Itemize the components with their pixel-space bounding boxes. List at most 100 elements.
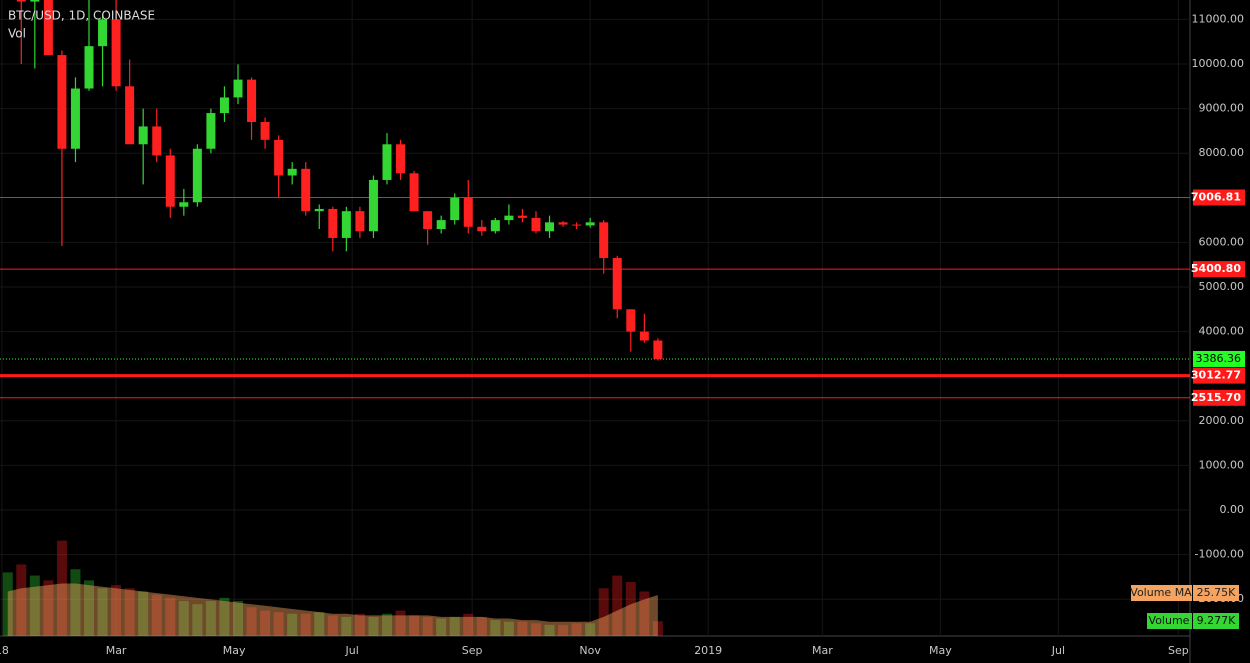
candle-body xyxy=(653,340,663,359)
candle-body xyxy=(57,55,67,149)
volume-bar xyxy=(314,612,325,636)
candle-body xyxy=(247,79,257,122)
candle-body xyxy=(179,202,189,207)
volume-ma-value-box xyxy=(1193,585,1239,601)
x-tick-label: Sep xyxy=(462,644,483,657)
symbol-title: BTC/USD, 1D, COINBASE xyxy=(8,9,155,23)
candle-body xyxy=(328,208,338,238)
level-label: 2515.70 xyxy=(1191,391,1241,404)
volume-pane xyxy=(2,540,663,636)
volume-bar xyxy=(233,601,243,636)
x-tick-label: Mar xyxy=(106,644,127,657)
grid xyxy=(0,0,1190,636)
volume-bar xyxy=(517,621,528,636)
volume-bar xyxy=(463,613,474,636)
volume-bar xyxy=(205,601,216,636)
x-tick-label: May xyxy=(223,644,246,657)
candle-body xyxy=(585,222,595,226)
x-tick-label: May xyxy=(929,644,952,657)
volume-bar xyxy=(395,610,406,636)
volume-bar xyxy=(409,615,420,636)
level-label-box xyxy=(1193,367,1245,384)
candle-body xyxy=(572,224,582,226)
x-tick-label: Jul xyxy=(345,644,359,657)
volume-bar xyxy=(612,575,623,636)
y-tick-label: 1000.00 xyxy=(1199,458,1245,471)
volume-bar xyxy=(246,607,257,636)
last-price-box xyxy=(1193,350,1245,367)
level-label-box xyxy=(1193,189,1245,206)
candle-body xyxy=(531,217,541,232)
volume-bar xyxy=(652,621,663,636)
volume-ma-value: 25.75K xyxy=(1197,586,1236,599)
volume-bar xyxy=(327,615,338,636)
volume-bar xyxy=(354,613,365,636)
candle-body xyxy=(490,220,500,232)
volume-bar xyxy=(449,616,460,636)
volume-bar xyxy=(381,613,392,636)
candle-body xyxy=(517,215,527,218)
candle-body xyxy=(138,126,148,145)
candle-body xyxy=(450,197,460,221)
volume-ma-legend-box xyxy=(1131,585,1192,601)
volume-ma-area xyxy=(7,583,658,636)
volume-bar xyxy=(165,597,176,636)
volume-bar xyxy=(43,580,54,636)
candles xyxy=(16,0,663,361)
axes: 11000.00 10000.00 9000.00 8000.00 6000.00 500… xyxy=(0,12,1245,657)
candle-body xyxy=(368,179,378,232)
volume-bar xyxy=(260,610,271,636)
volume-bar xyxy=(56,540,67,636)
volume-bar xyxy=(287,613,298,636)
level-label: 7006.81 xyxy=(1191,190,1241,203)
candle-body xyxy=(125,86,135,145)
volume-bar xyxy=(490,620,501,636)
volume-bar xyxy=(598,588,609,636)
candle-body xyxy=(639,331,649,341)
candle-body xyxy=(504,215,514,221)
volume-value: 9.277K xyxy=(1197,614,1236,627)
candle-body xyxy=(260,121,270,140)
candle-body xyxy=(16,0,26,2)
volume-bar xyxy=(16,564,27,636)
x-tick-label: Mar xyxy=(812,644,833,657)
volume-bar xyxy=(192,604,203,636)
candle-body xyxy=(314,208,324,212)
volume-bar xyxy=(84,580,95,636)
candle-body xyxy=(84,46,94,89)
volume-bar xyxy=(138,591,149,636)
x-tick-label: Nov xyxy=(579,644,601,657)
volume-bar xyxy=(625,581,636,636)
y-tick-label: 2000.00 xyxy=(1199,414,1245,427)
volume-bar xyxy=(530,623,541,636)
volume-value-box xyxy=(1193,613,1239,629)
x-tick-label: Sep xyxy=(1168,644,1189,657)
y-tick-label: 5000.00 xyxy=(1199,280,1245,293)
volume-ma-legend: Volume MA xyxy=(1130,586,1192,599)
candle-body xyxy=(423,211,433,230)
level-label: 5400.80 xyxy=(1191,262,1241,275)
candle-body xyxy=(599,222,609,259)
candle-body xyxy=(219,97,229,114)
volume-bar xyxy=(2,572,13,636)
x-tick-label: Jul xyxy=(1051,644,1065,657)
volume-bar xyxy=(544,624,555,636)
candle-body xyxy=(287,168,297,176)
candle-body xyxy=(409,173,419,212)
candle-body xyxy=(612,258,622,310)
level-label-box xyxy=(1193,261,1245,278)
volume-bar xyxy=(97,588,108,636)
candle-body xyxy=(206,113,216,149)
volume-bar xyxy=(70,569,81,636)
volume-bar xyxy=(368,616,379,636)
y-tick-label: 9000.00 xyxy=(1199,102,1245,115)
candle-body xyxy=(152,126,162,156)
candle-body xyxy=(382,144,392,180)
level-label: 3012.77 xyxy=(1191,369,1241,382)
candle-body xyxy=(396,144,406,174)
volume-bar xyxy=(219,597,230,636)
level-label-box xyxy=(1193,389,1245,406)
candle-body xyxy=(111,19,121,87)
candle-body xyxy=(558,222,568,225)
